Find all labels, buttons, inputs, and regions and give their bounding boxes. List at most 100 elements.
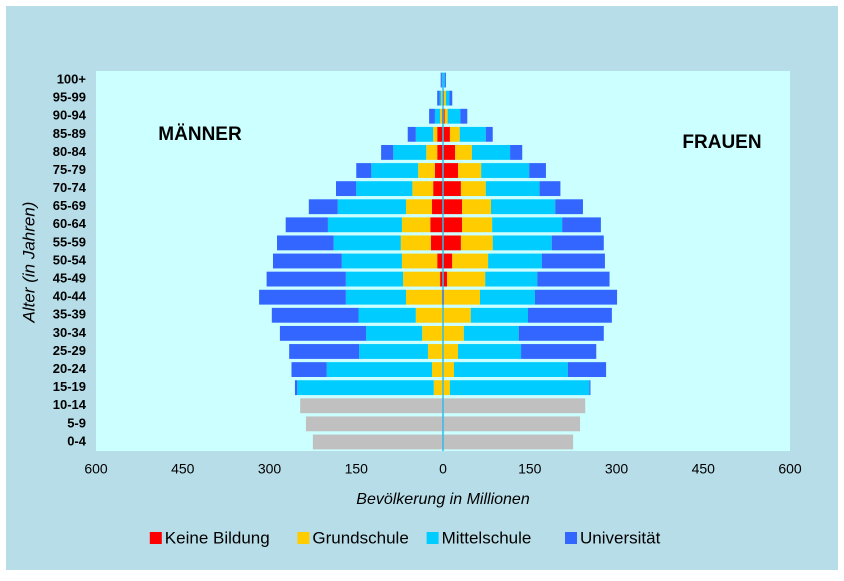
left-label: MÄNNER bbox=[158, 124, 242, 145]
bar-segment bbox=[427, 344, 443, 359]
bar-segment bbox=[381, 145, 394, 160]
bar-segment bbox=[327, 217, 402, 233]
bar-segment bbox=[567, 362, 607, 377]
bar-segment bbox=[440, 271, 443, 287]
bar-segment bbox=[485, 126, 493, 142]
bar-segment bbox=[393, 145, 427, 160]
y-tick-label: 60-64 bbox=[53, 216, 87, 231]
bar-segment bbox=[333, 235, 401, 251]
bar-segment bbox=[449, 380, 590, 396]
bar-segment bbox=[289, 344, 360, 359]
bar-segment bbox=[443, 163, 459, 178]
bar-segment bbox=[443, 434, 574, 450]
y-axis-label: Alter (in Jahren) bbox=[19, 202, 38, 324]
y-tick-label: 0-4 bbox=[67, 433, 87, 448]
y-tick-label: 35-39 bbox=[53, 307, 86, 322]
bar-segment bbox=[444, 90, 446, 106]
legend-label: Mittelschule bbox=[442, 528, 532, 547]
bar-segment bbox=[449, 126, 460, 142]
bar-segment bbox=[437, 145, 443, 160]
bar-segment bbox=[345, 289, 406, 305]
bar-segment bbox=[434, 108, 441, 124]
bar-segment bbox=[366, 325, 423, 341]
bar-segment bbox=[537, 271, 610, 287]
bar-segment bbox=[521, 344, 597, 359]
x-tick-label: 600 bbox=[778, 461, 802, 477]
x-axis-label: Bevölkerung in Millionen bbox=[356, 491, 530, 508]
y-tick-label: 100+ bbox=[57, 71, 87, 86]
bar-segment bbox=[300, 398, 443, 414]
bar-segment bbox=[305, 416, 443, 432]
bar-segment bbox=[403, 271, 441, 287]
bar-segment bbox=[401, 253, 438, 269]
bar-segment bbox=[443, 217, 463, 233]
bar-segment bbox=[407, 126, 416, 142]
bar-segment bbox=[440, 72, 442, 88]
bar-segment bbox=[492, 217, 563, 233]
bar-segment bbox=[294, 380, 298, 396]
bar-segment bbox=[371, 163, 419, 178]
y-tick-label: 50-54 bbox=[53, 252, 87, 267]
bar-segment bbox=[433, 126, 438, 142]
bar-segment bbox=[443, 181, 461, 197]
bar-segment bbox=[356, 163, 372, 178]
y-tick-label: 40-44 bbox=[53, 289, 87, 304]
bar-segment bbox=[279, 325, 367, 341]
x-tick-label: 150 bbox=[518, 461, 542, 477]
bar-segment bbox=[415, 307, 443, 323]
x-tick-label: 300 bbox=[258, 461, 282, 477]
bar-segment bbox=[341, 253, 402, 269]
bar-segment bbox=[443, 145, 456, 160]
bar-segment bbox=[437, 90, 440, 106]
bar-segment bbox=[510, 145, 523, 160]
bar-segment bbox=[326, 362, 433, 377]
bar-segment bbox=[443, 362, 454, 377]
bar-segment bbox=[485, 271, 538, 287]
y-tick-label: 15-19 bbox=[53, 379, 86, 394]
bar-segment bbox=[437, 253, 443, 269]
x-tick-label: 0 bbox=[439, 461, 447, 477]
y-tick-label: 20-24 bbox=[53, 361, 87, 376]
bar-segment bbox=[455, 145, 472, 160]
bar-segment bbox=[458, 163, 482, 178]
right-label: FRAUEN bbox=[682, 132, 761, 153]
y-tick-label: 5-9 bbox=[67, 415, 86, 430]
bar-segment bbox=[447, 108, 461, 124]
bar-segment bbox=[308, 199, 338, 215]
bar-segment bbox=[443, 199, 463, 215]
bar-segment bbox=[471, 145, 511, 160]
bar-segment bbox=[541, 253, 605, 269]
bar-segment bbox=[470, 307, 529, 323]
y-tick-label: 25-29 bbox=[53, 343, 86, 358]
bar-segment bbox=[460, 235, 493, 251]
bar-segment bbox=[312, 434, 443, 450]
bar-segment bbox=[285, 217, 328, 233]
bar-segment bbox=[443, 307, 471, 323]
y-tick-label: 90-94 bbox=[53, 108, 87, 123]
bar-segment bbox=[443, 271, 448, 287]
bar-segment bbox=[405, 199, 433, 215]
y-tick-label: 55-59 bbox=[53, 234, 86, 249]
x-tick-label: 450 bbox=[692, 461, 716, 477]
bar-segment bbox=[444, 108, 448, 124]
bar-segment bbox=[491, 199, 556, 215]
bar-segment bbox=[426, 145, 438, 160]
x-tick-label: 300 bbox=[605, 461, 629, 477]
bar-segment bbox=[462, 217, 493, 233]
bar-segment bbox=[453, 362, 568, 377]
bar-segment bbox=[443, 398, 586, 414]
bar-segment bbox=[462, 199, 492, 215]
bar-segment bbox=[337, 199, 406, 215]
bar-segment bbox=[443, 108, 445, 124]
bar-segment bbox=[459, 126, 486, 142]
bar-segment bbox=[443, 416, 581, 432]
legend-label: Grundschule bbox=[312, 528, 408, 547]
bar-segment bbox=[480, 289, 535, 305]
bar-segment bbox=[430, 235, 443, 251]
y-tick-label: 70-74 bbox=[53, 180, 87, 195]
bar-segment bbox=[488, 253, 542, 269]
bar-segment bbox=[518, 325, 604, 341]
bar-segment bbox=[444, 289, 481, 305]
bar-segment bbox=[345, 271, 404, 287]
